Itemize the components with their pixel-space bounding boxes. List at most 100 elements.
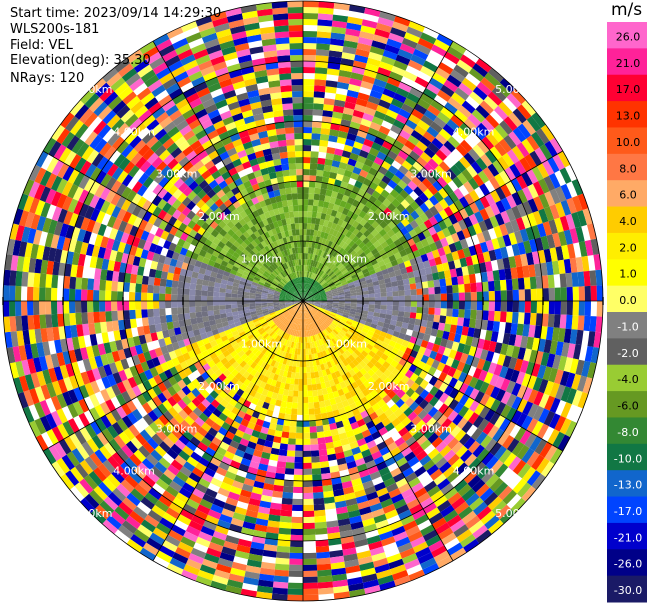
ray-gate: [353, 317, 361, 323]
ray-gate: [430, 265, 438, 274]
ray-gate: [183, 288, 190, 295]
ray-gate: [314, 187, 321, 195]
ray-gate: [314, 67, 328, 75]
ray-gate: [325, 291, 332, 295]
ray-gate: [453, 380, 464, 391]
ray-gate: [523, 240, 532, 254]
ray-gate: [352, 427, 362, 436]
ray-gate: [457, 249, 466, 260]
ray-gate: [331, 372, 338, 380]
ray-gate: [427, 158, 439, 170]
ray-gate: [332, 293, 339, 297]
ray-gate: [498, 449, 512, 464]
ray-gate: [366, 440, 377, 449]
ray-gate: [431, 249, 440, 259]
ray-gate: [362, 480, 374, 490]
ray-gate: [352, 483, 365, 493]
ray-gate: [444, 51, 460, 65]
ray-gate: [292, 504, 303, 511]
ray-gate: [303, 277, 306, 284]
ray-gate: [340, 345, 348, 353]
ray-gate: [410, 306, 417, 313]
ray-gate: [559, 273, 567, 288]
ray-gate: [319, 461, 330, 469]
ray-gate: [361, 287, 369, 292]
ray-gate: [312, 322, 317, 329]
ray-gate: [392, 207, 402, 217]
ray-gate: [496, 258, 505, 270]
ray-gate: [398, 262, 406, 270]
ray-gate: [375, 350, 384, 358]
ray-gate: [420, 274, 428, 283]
ray-gate: [340, 249, 348, 257]
ray-gate: [369, 546, 385, 556]
ray-gate: [335, 283, 343, 289]
ray-gate: [494, 463, 509, 478]
ray-gate: [400, 375, 410, 385]
ray-gate: [392, 291, 399, 297]
ray-gate: [339, 394, 347, 402]
ray-gate: [363, 324, 371, 331]
ray-gate: [319, 306, 326, 310]
ray-gate: [408, 277, 416, 285]
ray-gate: [463, 118, 477, 132]
ray-gate: [375, 72, 389, 83]
ray-gate: [447, 136, 460, 149]
ray-gate: [318, 318, 324, 325]
ray-gate: [301, 331, 303, 338]
ray-gate: [437, 345, 446, 355]
ray-gate: [287, 582, 303, 589]
ray-gate: [393, 575, 411, 587]
ray-gate: [307, 304, 314, 309]
ray-gate: [366, 361, 375, 369]
ray-gate: [499, 170, 511, 184]
ray-gate: [367, 368, 376, 377]
ray-gate: [429, 242, 438, 252]
ray-gate: [485, 132, 499, 147]
ray-gate: [482, 281, 489, 292]
ray-gate: [490, 459, 504, 474]
ray-gate: [50, 301, 58, 315]
ray-gate: [494, 290, 501, 301]
ray-gate: [303, 54, 316, 62]
ray-gate: [311, 353, 316, 361]
ray-gate: [390, 359, 399, 368]
ray-gate: [322, 110, 333, 118]
ray-gate: [378, 466, 391, 477]
ray-gate: [340, 474, 352, 483]
ray-gate: [472, 461, 486, 475]
ray-gate: [410, 382, 420, 392]
ray-gate: [416, 301, 423, 308]
ray-gate: [294, 462, 303, 470]
ray-gate: [430, 468, 443, 481]
ray-gate: [512, 108, 527, 124]
ray-gate: [443, 374, 453, 385]
ray-gate: [45, 287, 52, 301]
ray-gate: [432, 180, 443, 192]
ray-gate: [500, 197, 512, 211]
ray-gate: [333, 591, 350, 600]
ray-gate: [171, 280, 179, 288]
ray-gate: [428, 294, 435, 301]
ray-gate: [455, 267, 463, 277]
ray-gate: [419, 379, 429, 390]
ray-gate: [487, 496, 503, 511]
ray-gate: [391, 417, 402, 428]
ray-gate: [336, 457, 347, 466]
ray-gate: [371, 116, 384, 126]
ray-gate: [313, 503, 325, 511]
ray-gate: [468, 148, 481, 162]
ray-gate: [330, 346, 336, 353]
ray-gate: [332, 409, 341, 417]
ray-gate: [403, 260, 412, 268]
ray-gate: [330, 166, 339, 174]
ray-gate: [510, 369, 520, 383]
ray-gate: [325, 226, 331, 234]
ray-gate: [479, 381, 490, 394]
ray-gate: [581, 255, 590, 272]
ray-gate: [412, 445, 424, 457]
ray-gate: [522, 265, 530, 278]
ray-gate: [407, 134, 420, 146]
ray-gate: [382, 198, 392, 208]
ray-gate: [502, 152, 515, 167]
